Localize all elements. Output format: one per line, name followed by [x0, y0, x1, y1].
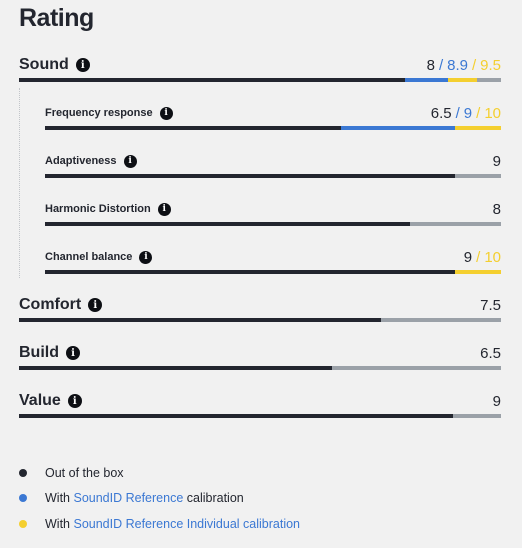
legend-label: Out of the box: [45, 465, 124, 480]
bar-segment-out-of-box: [45, 270, 456, 274]
rating-row-value: Value i 9: [19, 390, 501, 418]
soundid-individual-link[interactable]: SoundID Reference Individual calibration: [73, 516, 301, 531]
legend-item-out-of-box: Out of the box: [19, 460, 300, 486]
bar-segment-out-of-box: [19, 366, 333, 370]
bar-segment-out-of-box: [45, 222, 410, 226]
bar-segment-individual: [455, 126, 501, 130]
rating-bar: [45, 126, 501, 130]
score-soundid: 9: [463, 104, 473, 122]
info-icon[interactable]: i: [139, 250, 153, 264]
info-icon[interactable]: i: [123, 154, 137, 168]
legend-item-soundid: With SoundID Reference calibration: [19, 486, 300, 512]
bar-segment-out-of-box: [19, 318, 381, 322]
legend-prefix: With: [45, 516, 70, 531]
rating-row-frequency-response: Frequency response i 6.5 / 9 / 10: [45, 102, 501, 130]
page-title: Rating: [19, 4, 94, 32]
dot-icon: [19, 494, 27, 503]
legend-prefix: With: [45, 491, 70, 506]
score-out-of-box: 9: [492, 152, 501, 170]
bar-segment-individual: [455, 270, 501, 274]
score-out-of-box: 8: [492, 200, 501, 218]
rating-label-harmonic-distortion: Harmonic Distortion: [45, 203, 151, 215]
score-separator: /: [438, 56, 444, 74]
rating-row-adaptiveness: Adaptiveness i 9: [45, 150, 501, 178]
rating-bar: [45, 174, 501, 178]
score-out-of-box: 7.5: [480, 296, 501, 314]
score-out-of-box: 8: [426, 56, 435, 74]
rating-label-value: Value: [19, 392, 61, 409]
bar-segment-soundid: [341, 126, 456, 130]
rating-row-harmonic-distortion: Harmonic Distortion i 8: [45, 198, 501, 226]
bar-segment-individual: [447, 78, 477, 82]
rating-label-frequency-response: Frequency response: [45, 107, 153, 119]
score-individual: 9.5: [480, 56, 501, 74]
rating-label-adaptiveness: Adaptiveness: [45, 155, 117, 167]
score-out-of-box: 9: [463, 248, 473, 266]
info-icon[interactable]: i: [75, 58, 90, 72]
rating-bar: [19, 78, 501, 82]
rating-label-channel-balance: Channel balance: [45, 251, 133, 263]
dot-icon: [19, 468, 27, 477]
bar-segment-out-of-box: [19, 78, 405, 82]
info-icon[interactable]: i: [66, 346, 80, 360]
rating-bar: [45, 270, 501, 274]
score-out-of-box: 9: [492, 392, 501, 410]
info-icon[interactable]: i: [157, 202, 171, 216]
rating-bar: [19, 366, 501, 370]
score-out-of-box: 6.5: [430, 104, 452, 122]
rating-row-sound: Sound i 8 / 8.9 / 9.5: [19, 54, 501, 82]
legend-suffix: calibration: [186, 491, 244, 506]
dot-icon: [19, 519, 27, 528]
score-out-of-box: 6.5: [480, 344, 501, 362]
rating-label-comfort: Comfort: [19, 296, 82, 313]
bar-segment-soundid: [404, 78, 448, 82]
rating-label-build: Build: [19, 344, 59, 361]
legend: Out of the box With SoundID Reference ca…: [19, 460, 300, 537]
rating-label-sound: Sound: [19, 56, 69, 73]
info-icon[interactable]: i: [88, 298, 103, 312]
bar-segment-out-of-box: [45, 174, 456, 178]
score-separator: /: [476, 104, 481, 122]
score-separator: /: [476, 248, 481, 266]
rating-bar: [45, 222, 501, 226]
rating-row-channel-balance: Channel balance i 9 / 10: [45, 246, 501, 274]
rating-row-comfort: Comfort i 7.5: [19, 294, 501, 322]
soundid-reference-link[interactable]: SoundID Reference: [73, 491, 184, 506]
rating-row-build: Build i 6.5: [19, 342, 501, 370]
score-soundid: 8.9: [447, 56, 468, 74]
info-icon[interactable]: i: [159, 106, 173, 120]
sub-rating-guide: [19, 88, 20, 278]
bar-segment-out-of-box: [19, 414, 453, 418]
rating-bar: [19, 414, 501, 418]
score-separator: /: [455, 104, 460, 122]
score-individual: 10: [484, 104, 501, 122]
bar-segment-out-of-box: [45, 126, 342, 130]
score-individual: 10: [484, 248, 501, 266]
info-icon[interactable]: i: [67, 394, 82, 408]
rating-bar: [19, 318, 501, 322]
legend-item-individual: With SoundID Reference Individual calibr…: [19, 511, 300, 537]
score-separator: /: [471, 56, 477, 74]
